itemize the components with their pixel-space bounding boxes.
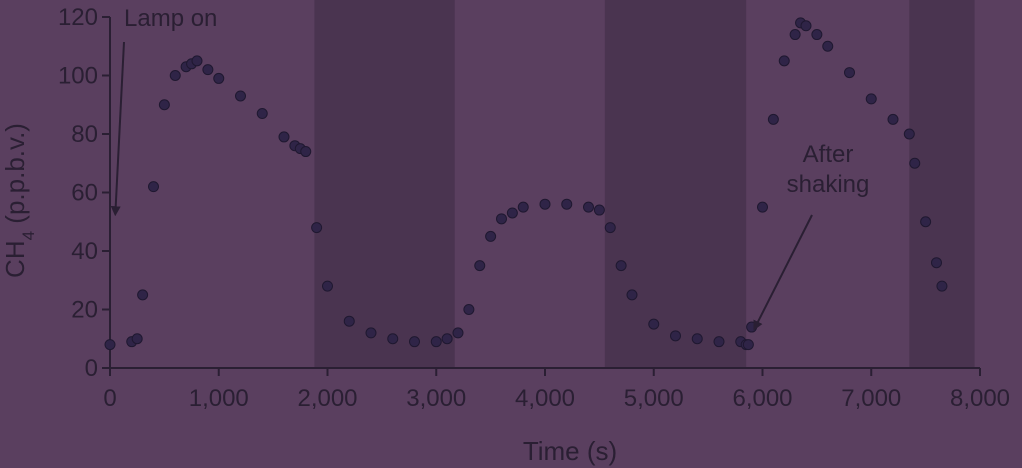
data-point [365,327,377,339]
data-point [713,336,725,348]
data-point [800,20,812,32]
data-point [844,67,855,79]
data-point [778,55,790,67]
data-point [131,333,143,345]
data-point [409,336,420,348]
data-point [757,201,768,213]
x-axis-label: Time (s) [523,436,617,466]
data-point [604,222,616,234]
data-point [561,198,573,210]
annotations: Lamp on After shaking [110,5,870,331]
data-point [936,280,948,292]
x-tick-label: 0 [103,385,116,412]
x-tick-label: 7,000 [841,385,901,412]
arrow-lamp-on [110,41,125,217]
data-point [742,339,754,351]
y-axis-label-main: CH [0,240,30,278]
x-tick-label: 5,000 [624,385,684,412]
data-point [441,333,453,345]
y-tick-label: 100 [58,63,98,90]
dark-period-2 [909,0,975,368]
data-point [865,93,877,105]
x-tick-label: 1,000 [189,385,249,412]
annotation-lamp-on: Lamp on [124,5,217,32]
data-point [615,260,627,272]
data-point [213,72,225,84]
data-point [148,181,159,193]
data-point [322,280,333,292]
data-point [903,128,915,140]
dark-period-shading [314,0,975,368]
data-point [158,99,170,111]
y-tick-label: 120 [58,4,98,31]
data-point [909,157,921,169]
data-point [104,339,116,351]
data-point [822,40,834,52]
data-point [648,318,660,330]
y-tick-label: 40 [71,238,98,265]
x-tick-label: 3,000 [406,385,466,412]
x-tick-label: 6,000 [732,385,792,412]
data-point [583,201,594,213]
data-point [506,207,518,219]
data-point [430,336,442,348]
dark-period-1 [604,0,747,368]
data-point [202,64,214,76]
y-tick-label: 60 [71,180,98,207]
data-point [811,29,823,41]
y-axis-label-sub: 4 [19,231,38,240]
data-point [311,222,323,234]
data-point [517,201,529,213]
data-point [278,131,290,143]
data-point [691,333,703,345]
data-point [463,304,475,315]
data-point [137,289,149,301]
data-point [593,204,605,216]
data-point [496,213,507,225]
data-point [474,260,486,272]
data-point [931,257,942,269]
data-point [235,90,246,102]
data-series [104,17,948,351]
data-point [789,29,801,41]
x-tick-label: 8,000 [950,385,1010,412]
data-point [767,113,779,125]
y-axis-label-rest: (p.p.b.v.) [0,123,30,231]
data-point [452,327,464,339]
data-point [387,333,399,345]
data-point [887,113,899,125]
data-point [300,146,312,158]
annotation-after-shaking: After shaking [787,141,870,198]
y-axis-label: CH4 (p.p.b.v.) [0,123,38,278]
y-ticks: 0 20 40 60 80 100 120 [58,4,110,382]
data-point [191,55,203,67]
dark-period-0 [314,0,455,368]
data-point [920,216,932,228]
x-tick-label: 2,000 [297,385,357,412]
data-point [343,315,355,327]
data-point [626,289,638,301]
y-tick-label: 80 [71,121,98,148]
data-point [485,230,497,242]
x-ticks: 0 1,000 2,000 3,000 4,000 5,000 6,000 7,000 8,00… [103,368,1010,412]
y-tick-label: 0 [85,355,98,382]
data-point [169,70,181,81]
data-point [539,198,551,210]
data-point [670,330,681,342]
y-tick-label: 20 [71,297,98,324]
arrow-after-shaking [753,214,813,331]
data-point [256,108,268,120]
x-tick-label: 4,000 [515,385,575,412]
